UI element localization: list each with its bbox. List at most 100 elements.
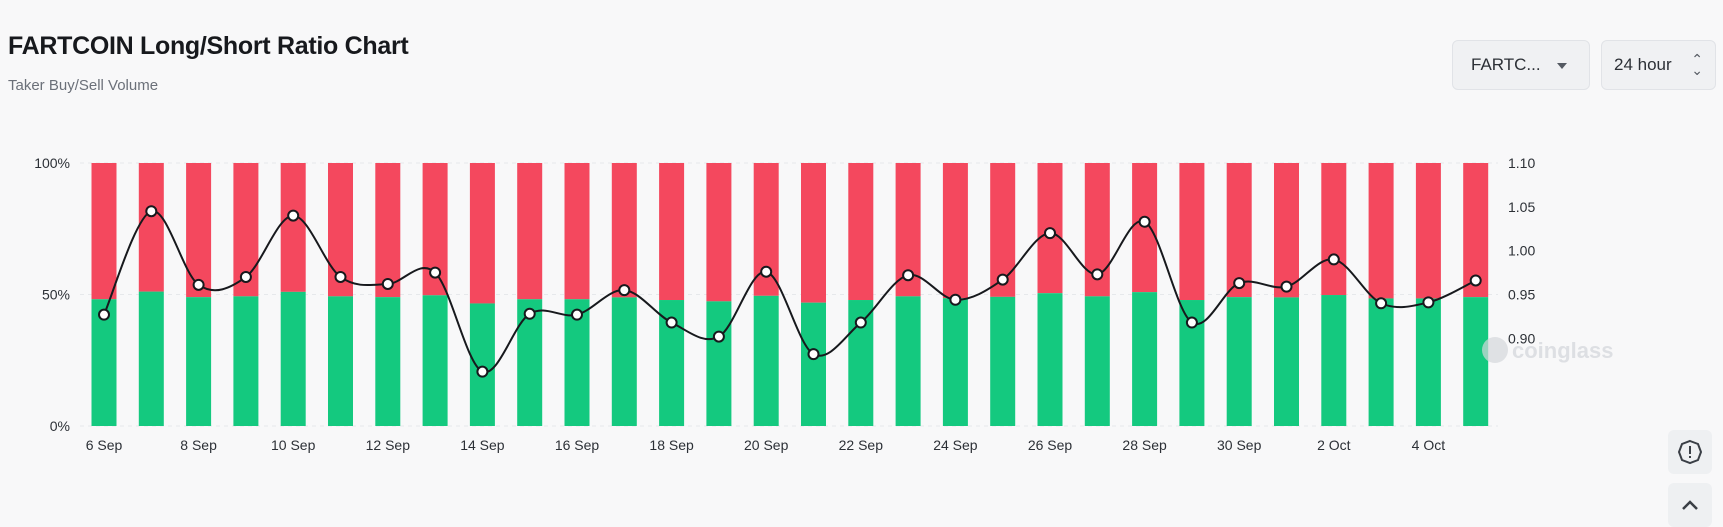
bar-long xyxy=(1463,297,1489,426)
bar-long xyxy=(1132,292,1158,426)
bar-long xyxy=(328,296,353,426)
ratio-line xyxy=(103,210,1477,373)
y-right-tick-label: 1.10 xyxy=(1508,155,1535,171)
ratio-point xyxy=(1469,274,1482,287)
interval-select[interactable]: 24 hour ⌃ ⌄ xyxy=(1601,40,1716,90)
y-left-tick-label: 100% xyxy=(34,155,70,171)
bar-long xyxy=(753,295,779,426)
y-left-tick-label: 50% xyxy=(42,287,70,303)
ratio-point xyxy=(1138,215,1151,228)
bar-long xyxy=(1415,298,1441,426)
ratio-point xyxy=(665,316,678,329)
ratio-point xyxy=(1422,296,1435,309)
bar-short xyxy=(848,163,874,301)
bar-short xyxy=(280,163,306,292)
bar-long xyxy=(1084,296,1110,426)
bar-short xyxy=(1226,163,1252,298)
x-tick-label: 16 Sep xyxy=(555,437,600,453)
interval-select-value: 24 hour xyxy=(1614,55,1672,74)
bar-long xyxy=(801,302,826,426)
bar-long xyxy=(469,303,495,426)
up-down-icon: ⌃ ⌄ xyxy=(1691,51,1703,78)
scroll-top-button[interactable] xyxy=(1668,483,1712,527)
bar-short xyxy=(659,163,685,301)
ratio-point xyxy=(902,269,915,282)
chevron-down-icon xyxy=(1557,63,1567,69)
ratio-point xyxy=(334,270,347,283)
bar-short xyxy=(942,163,968,299)
x-tick-label: 6 Sep xyxy=(86,437,123,453)
ratio-point xyxy=(192,278,205,291)
bar-short xyxy=(801,163,826,303)
ratio-point xyxy=(760,265,773,278)
x-tick-label: 4 Oct xyxy=(1412,437,1446,453)
watermark: coinglass xyxy=(1482,337,1613,363)
bar-long xyxy=(138,291,164,426)
bar-long xyxy=(233,296,259,426)
bar-short xyxy=(1368,163,1394,299)
x-tick-label: 20 Sep xyxy=(744,437,789,453)
ratio-point xyxy=(571,308,583,321)
ratio-point xyxy=(618,284,631,297)
bar-long xyxy=(375,297,401,426)
bar-long xyxy=(1368,298,1394,426)
symbol-select-value: FARTC... xyxy=(1471,55,1541,74)
alert-button[interactable] xyxy=(1668,430,1712,474)
ratio-point xyxy=(98,308,110,321)
ratio-point xyxy=(287,209,300,222)
bar-long xyxy=(1226,297,1252,426)
bar-long xyxy=(280,291,306,426)
bar-long xyxy=(895,296,921,426)
ratio-line-layer xyxy=(98,205,1482,378)
bar-long xyxy=(1321,295,1347,426)
x-tick-label: 10 Sep xyxy=(271,437,316,453)
ratio-point xyxy=(381,277,394,290)
x-tick-label: 8 Sep xyxy=(180,437,217,453)
page-title: FARTCOIN Long/Short Ratio Chart xyxy=(8,32,409,60)
bar-long xyxy=(990,296,1016,426)
bar-short xyxy=(564,163,590,300)
bar-short xyxy=(91,163,117,300)
x-tick-label: 26 Sep xyxy=(1028,437,1073,453)
ratio-point xyxy=(996,273,1009,286)
ratio-point xyxy=(1233,277,1246,290)
bar-long xyxy=(1274,297,1299,426)
bar-short xyxy=(706,163,732,302)
bar-short xyxy=(1415,163,1441,299)
chevron-up-icon xyxy=(1682,500,1698,510)
ratio-point xyxy=(712,330,725,343)
ratio-point xyxy=(429,266,442,279)
bar-long xyxy=(422,295,448,426)
bar-long xyxy=(517,299,543,426)
bar-short xyxy=(517,163,543,300)
x-tick-label: 2 Oct xyxy=(1317,437,1351,453)
x-tick-label: 12 Sep xyxy=(366,437,411,453)
y-right-tick-label: 0.95 xyxy=(1508,287,1535,303)
ratio-point xyxy=(807,348,820,361)
y-right-tick-label: 0.90 xyxy=(1508,330,1535,346)
y-right-tick-label: 1.00 xyxy=(1508,243,1535,259)
ratio-point xyxy=(476,365,489,378)
bar-layer xyxy=(91,163,1489,426)
ratio-point xyxy=(145,205,158,218)
x-tick-label: 24 Sep xyxy=(933,437,978,453)
ratio-point xyxy=(1185,316,1198,329)
bar-short xyxy=(1179,163,1205,301)
axis-layer: 0% 50% 100% 0.90 0.95 1.00 1.05 1.10 6 Sep 8 Sep 1… xyxy=(34,155,1535,453)
page-subtitle: Taker Buy/Sell Volume xyxy=(8,77,159,94)
ratio-point xyxy=(1044,227,1056,240)
y-left-tick-label: 0% xyxy=(50,418,70,434)
symbol-select[interactable]: FARTC... xyxy=(1452,40,1590,90)
watermark-logo-icon xyxy=(1482,337,1508,363)
bar-long xyxy=(611,297,637,426)
ratio-point xyxy=(1091,268,1104,281)
bar-long xyxy=(186,297,212,426)
ratio-point xyxy=(1280,280,1293,293)
bar-short xyxy=(611,163,637,298)
ratio-point xyxy=(239,270,252,283)
x-tick-label: 22 Sep xyxy=(839,437,884,453)
x-tick-label: 30 Sep xyxy=(1217,437,1262,453)
y-right-tick-label: 1.05 xyxy=(1508,199,1535,215)
x-tick-label: 18 Sep xyxy=(649,437,694,453)
